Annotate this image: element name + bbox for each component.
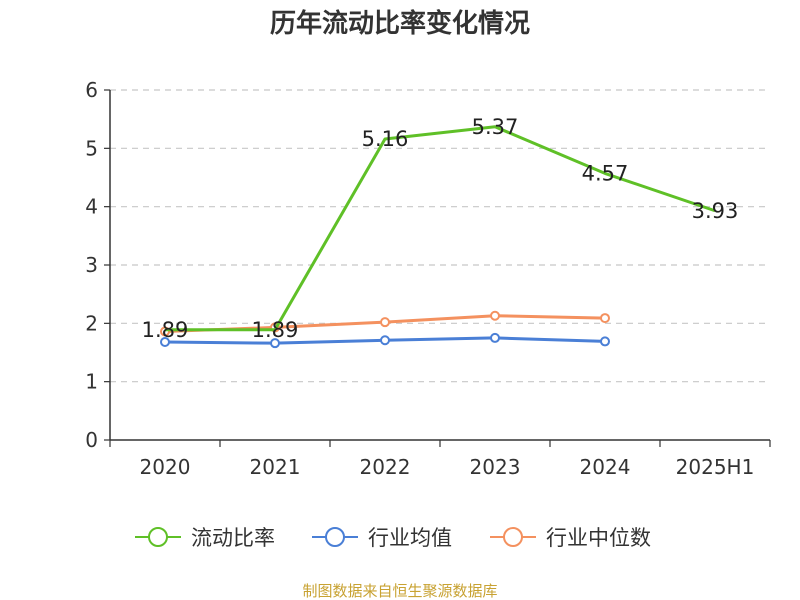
- data-label: 1.89: [142, 318, 189, 342]
- data-point[interactable]: [600, 336, 610, 347]
- data-point[interactable]: [490, 332, 500, 343]
- data-point[interactable]: [380, 317, 390, 328]
- data-point[interactable]: [160, 337, 170, 347]
- legend-marker: [325, 527, 345, 547]
- x-tick-label: 2022: [360, 455, 411, 479]
- y-tick-label: 2: [85, 311, 98, 335]
- data-label: 5.37: [472, 115, 519, 139]
- y-tick-label: 5: [85, 136, 98, 160]
- legend-label: 流动比率: [191, 526, 275, 550]
- series-layer: [160, 125, 716, 349]
- data-point[interactable]: [490, 310, 500, 321]
- y-tick-label: 6: [85, 78, 98, 102]
- data-label: 3.93: [692, 199, 739, 223]
- data-point[interactable]: [380, 335, 390, 346]
- legend-marker: [503, 527, 523, 547]
- legend[interactable]: 流动比率 行业均值 行业中位数: [135, 526, 651, 550]
- legend-marker: [148, 527, 168, 547]
- chart-title: 历年流动比率变化情况: [270, 8, 530, 39]
- x-tick-label: 2023: [470, 455, 521, 479]
- x-tick-label: 2025H1: [676, 455, 755, 479]
- legend-item-0[interactable]: 流动比率: [135, 526, 275, 550]
- legend-item-1[interactable]: 行业均值: [312, 526, 452, 550]
- y-tick-label: 4: [85, 195, 98, 219]
- data-label: 4.57: [582, 161, 629, 185]
- y-tick-label: 0: [85, 428, 98, 452]
- legend-item-2[interactable]: 行业中位数: [490, 526, 651, 550]
- data-point[interactable]: [600, 313, 610, 324]
- x-tick-label: 2021: [250, 455, 301, 479]
- x-tick-label: 2020: [140, 455, 191, 479]
- series-line-0: [165, 125, 716, 332]
- x-tick-label: 2024: [580, 455, 631, 479]
- data-labels: 1.89 1.89 5.16 5.37 4.57 3.93: [142, 115, 739, 342]
- source-note: 制图数据来自恒生聚源数据库: [302, 582, 497, 600]
- legend-label: 行业中位数: [546, 526, 651, 550]
- grid-lines: [110, 89, 770, 383]
- data-point[interactable]: [270, 338, 280, 349]
- y-tick-label: 1: [85, 370, 98, 394]
- axes: 0 1 2 3 4 5 6 2020 2021 2022 2023 2024 2025H1: [85, 78, 771, 479]
- legend-label: 行业均值: [368, 526, 452, 550]
- data-label: 1.89: [252, 318, 299, 342]
- data-label: 5.16: [362, 127, 409, 151]
- y-tick-label: 3: [85, 253, 98, 277]
